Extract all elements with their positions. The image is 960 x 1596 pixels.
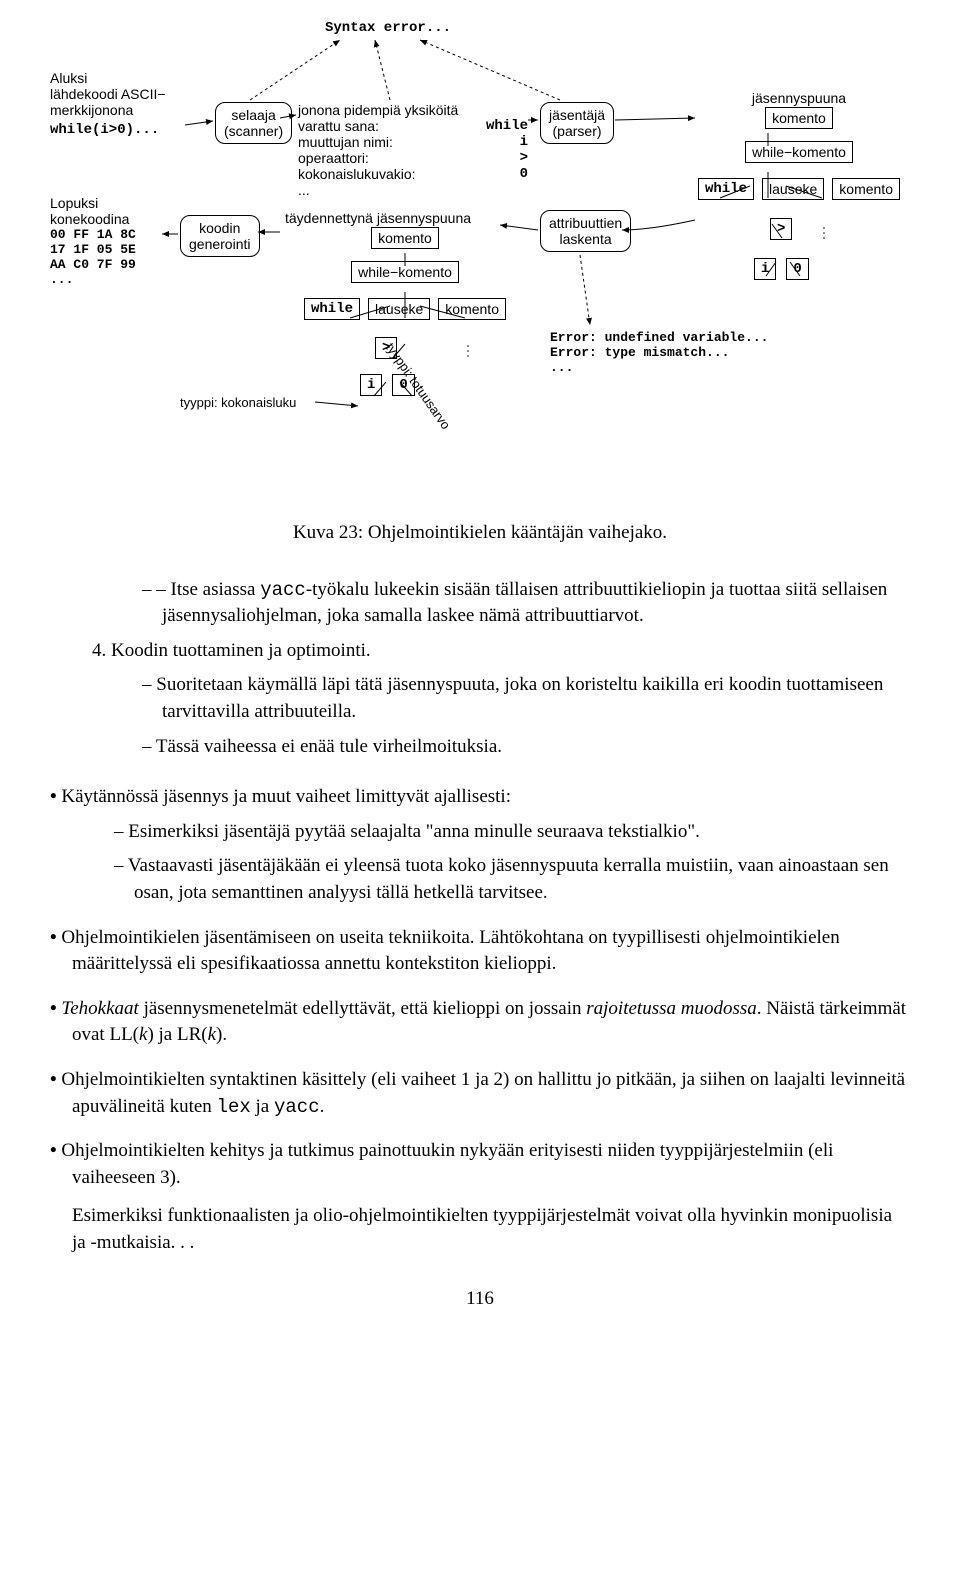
- err1: Error: undefined variable...: [550, 330, 768, 345]
- rt-i: i: [754, 258, 776, 280]
- tok-r1l: varattu sana:: [298, 118, 379, 134]
- errors-block: Error: undefined variable... Error: type…: [550, 330, 768, 375]
- rt-wk: while−komento: [745, 141, 853, 163]
- tok-r3l: operaattori:: [298, 150, 369, 166]
- scanner-box: selaaja (scanner): [215, 102, 292, 144]
- out-l2: 17 1F 05 5E: [50, 242, 180, 257]
- bullet-5: Ohjelmointikielten kehitys ja tutkimus p…: [50, 1138, 910, 1256]
- attrcalc-box: attribuuttien laskenta: [540, 210, 631, 252]
- attr-l1: attribuuttien: [549, 215, 622, 231]
- rt-0: 0: [786, 258, 808, 280]
- at-i: i: [360, 374, 382, 396]
- right-tree: jäsennyspuuna komento while−komento whil…: [698, 90, 900, 280]
- bullet-3: Tehokkaat jäsennysmenetelmät edellyttävä…: [50, 996, 910, 1049]
- at-kom2: komento: [438, 298, 506, 320]
- err2: Error: type mismatch...: [550, 345, 768, 360]
- cg-l1: koodin: [189, 220, 251, 236]
- bullet-1a: Esimerkiksi jäsentäjä pyytää selaajalta …: [114, 819, 910, 846]
- syntax-error-label: Syntax error...: [325, 20, 451, 36]
- out-t1: Lopuksi: [50, 195, 180, 211]
- bullet-1: Käytännössä jäsennys ja muut vaiheet lim…: [50, 784, 910, 906]
- bullet-5a: Esimerkiksi funktionaalisten ja olio-ohj…: [72, 1203, 910, 1256]
- tok-dots: ...: [298, 182, 528, 198]
- parser-l2: (parser): [549, 123, 605, 139]
- source-code: while(i>0)...: [50, 122, 210, 138]
- at-wk: while−komento: [351, 261, 459, 283]
- tok-r4r: 0: [520, 166, 528, 182]
- tok-r2r: i: [520, 134, 528, 150]
- aug-title: täydennettynä jäsennyspuuna: [285, 210, 471, 226]
- rt-komento: komento: [765, 107, 833, 129]
- page-number: 116: [50, 1286, 910, 1313]
- tokens-title: jonona pidempiä yksiköitä: [298, 102, 528, 118]
- at-while: while: [304, 298, 360, 320]
- out-l3: AA C0 7F 99: [50, 257, 180, 272]
- step-4: 4. Koodin tuottaminen ja optimointi.: [50, 638, 910, 665]
- tok-r4l: kokonaislukuvakio:: [298, 166, 416, 182]
- codegen-box: koodin generointi: [180, 215, 260, 257]
- out-t2: konekoodina: [50, 211, 180, 227]
- step-4b: Tässä vaiheessa ei enää tule virheilmoit…: [142, 734, 910, 761]
- source-t3: merkkijonona: [50, 102, 210, 118]
- parser-l1: jäsentäjä: [549, 107, 605, 123]
- source-block: Aluksi lähdekoodi ASCII− merkkijonona wh…: [50, 70, 210, 138]
- compiler-diagram: Syntax error... Aluksi lähdekoodi ASCII−…: [50, 20, 950, 490]
- out-dots: ...: [50, 272, 180, 287]
- rt-while: while: [698, 178, 754, 200]
- tok-r2l: muuttujan nimi:: [298, 134, 393, 150]
- attr-l2: laskenta: [549, 231, 622, 247]
- tok-r1r: while: [486, 118, 528, 134]
- errdots: ...: [550, 360, 768, 375]
- source-t1: Aluksi: [50, 70, 210, 86]
- rt-gt: >: [770, 218, 792, 240]
- step-4a: Suoritetaan käymällä läpi tätä jäsennysp…: [142, 672, 910, 725]
- at-komento: komento: [371, 227, 439, 249]
- tokens-block: jonona pidempiä yksiköitä varattu sana: w…: [298, 102, 528, 198]
- output-block: Lopuksi konekoodina 00 FF 1A 8C 17 1F 05…: [50, 195, 180, 287]
- rt-kom2: komento: [832, 178, 900, 200]
- out-l1: 00 FF 1A 8C: [50, 227, 180, 242]
- parser-box: jäsentäjä (parser): [540, 102, 614, 144]
- at-lauseke: lauseke: [368, 298, 430, 320]
- para-yacc: – Itse asiassa yacc-työkalu lukeekin sis…: [142, 577, 910, 630]
- bullet-1b: Vastaavasti jäsentäjäkään ei yleensä tuo…: [114, 853, 910, 906]
- rt-title: jäsennyspuuna: [698, 90, 900, 106]
- scanner-l1: selaaja: [224, 107, 283, 123]
- cg-l2: generointi: [189, 236, 251, 252]
- tok-r3r: >: [520, 150, 528, 166]
- type-int-label: tyyppi: kokonaisluku: [180, 395, 296, 410]
- source-t2: lähdekoodi ASCII−: [50, 86, 210, 102]
- scanner-l2: (scanner): [224, 123, 283, 139]
- bullet-2: Ohjelmointikielen jäsentämiseen on useit…: [50, 925, 910, 978]
- rt-lauseke: lauseke: [762, 178, 824, 200]
- figure-caption: Kuva 23: Ohjelmointikielen kääntäjän vai…: [50, 520, 910, 547]
- bullet-4: Ohjelmointikielten syntaktinen käsittely…: [50, 1067, 910, 1120]
